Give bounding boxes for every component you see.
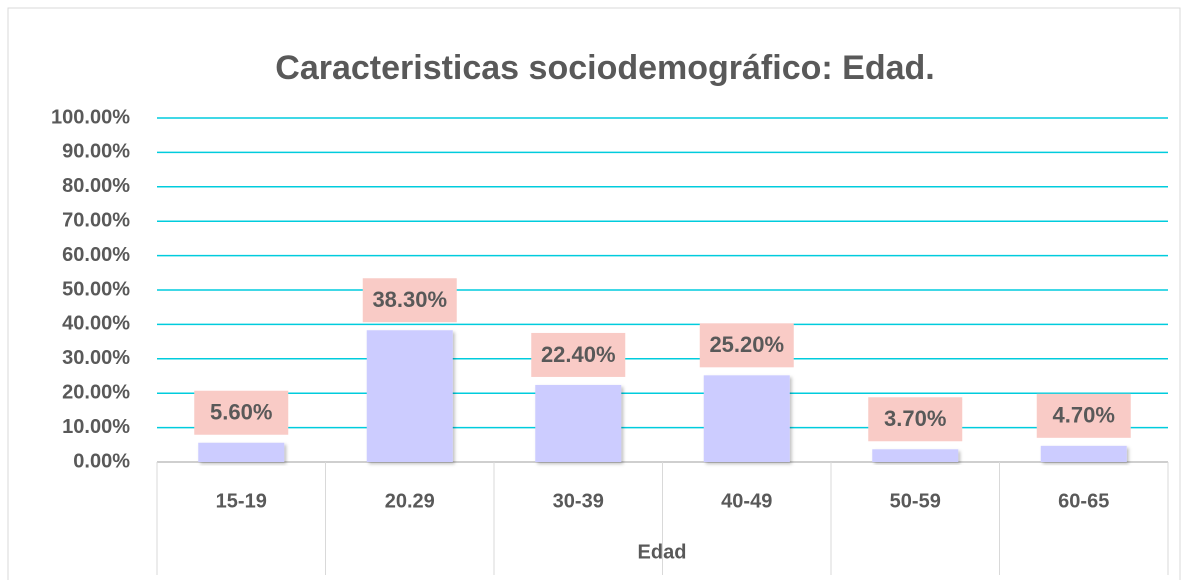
data-label-bg <box>1036 393 1131 438</box>
x-tick-label: 60-65 <box>1058 490 1109 512</box>
x-tick-label: 20.29 <box>385 490 435 512</box>
bar <box>198 442 285 462</box>
data-label: 5.60% <box>210 400 272 425</box>
data-label: 3.70% <box>884 406 946 431</box>
y-tick-label: 10.00% <box>62 416 130 438</box>
y-tick-label: 50.00% <box>62 278 130 300</box>
data-label: 25.20% <box>709 332 784 357</box>
data-label-bg <box>362 278 457 323</box>
data-label: 4.70% <box>1053 403 1115 428</box>
y-tick-label: 60.00% <box>62 244 130 266</box>
bar <box>535 384 622 462</box>
chart-border <box>7 7 1181 580</box>
y-tick-label: 30.00% <box>62 347 130 369</box>
data-label: 38.30% <box>372 287 447 312</box>
y-tick-label: 70.00% <box>62 209 130 231</box>
x-tick-label: 50-59 <box>890 490 941 512</box>
data-label-bg <box>699 323 794 368</box>
y-tick-label: 20.00% <box>62 381 130 403</box>
data-label-bg <box>194 390 289 435</box>
y-tick-label: 40.00% <box>62 313 130 335</box>
bar <box>703 375 790 462</box>
data-label: 22.40% <box>541 342 616 367</box>
y-tick-label: 100.00% <box>51 106 130 128</box>
x-tick-label: 30-39 <box>553 490 604 512</box>
y-tick-label: 90.00% <box>62 141 130 163</box>
data-label-bg <box>868 397 963 442</box>
x-tick-label: 40-49 <box>721 490 772 512</box>
y-tick-label: 0.00% <box>73 450 130 472</box>
y-tick-label: 80.00% <box>62 175 130 197</box>
chart-title: Caracteristicas sociodemográfico: Edad. <box>275 49 934 87</box>
x-tick-label: 15-19 <box>216 490 267 512</box>
bar <box>366 330 453 462</box>
data-label-bg <box>531 332 626 377</box>
bar <box>872 449 959 462</box>
bar <box>1040 445 1127 462</box>
